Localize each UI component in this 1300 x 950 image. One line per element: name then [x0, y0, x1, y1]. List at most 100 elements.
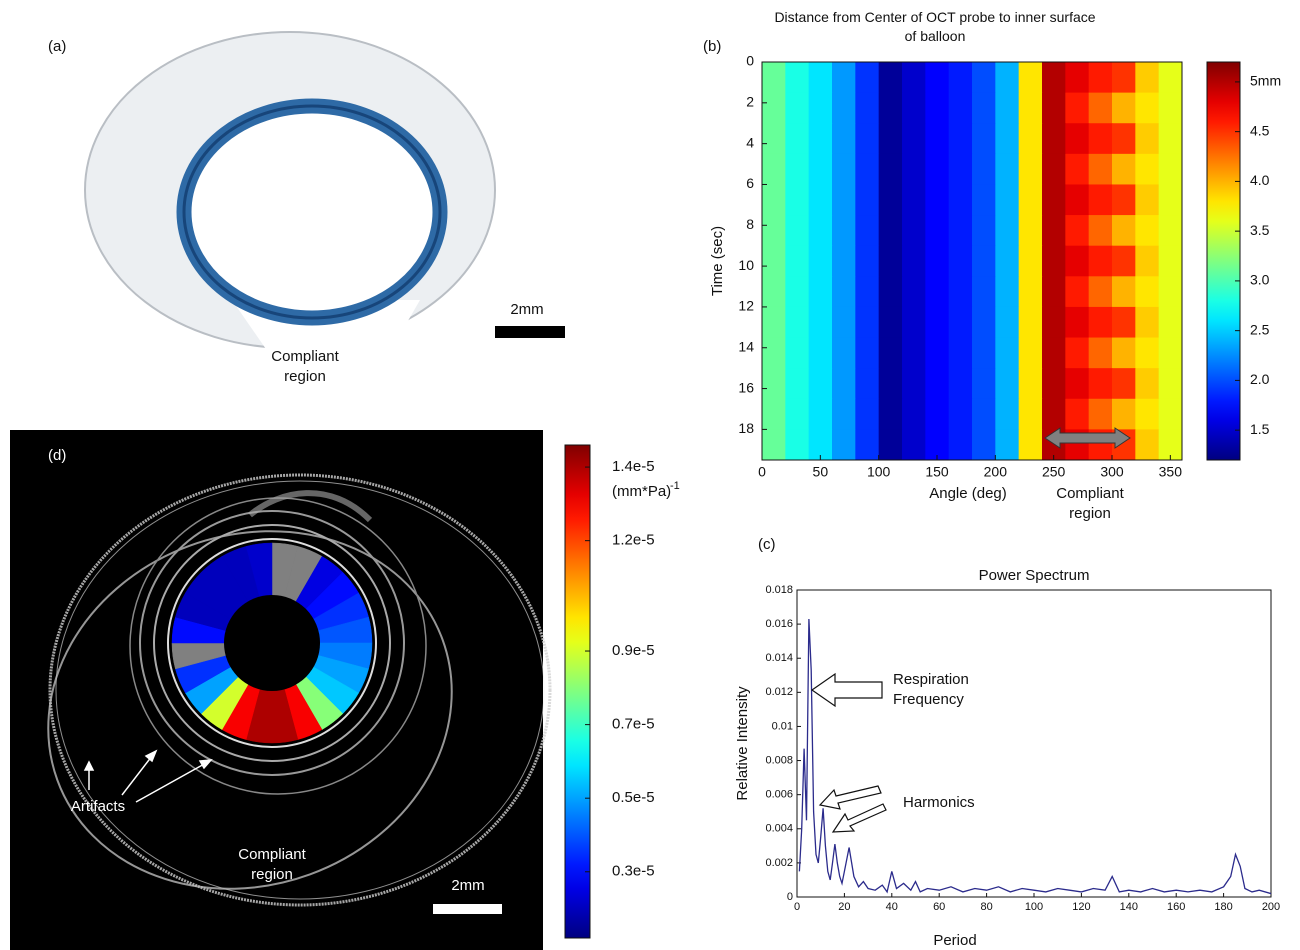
heatmap-cell	[809, 338, 833, 369]
heatmap-cell	[902, 215, 926, 246]
heatmap-cell	[1042, 123, 1066, 154]
colorbar-tick-label: 1.5	[1250, 421, 1270, 437]
heatmap-cell	[1112, 368, 1136, 399]
y-axis-label: Relative Intensity	[734, 686, 751, 801]
heatmap-cell	[1135, 246, 1159, 277]
heatmap-cell	[855, 62, 879, 93]
heatmap-cell	[1042, 62, 1066, 93]
heatmap-cell	[1112, 184, 1136, 215]
heatmap-cell	[972, 123, 996, 154]
heatmap-cell	[1135, 399, 1159, 430]
x-tick-label: 200	[1262, 901, 1280, 913]
heatmap-cell	[995, 399, 1019, 430]
heatmap-cell	[879, 368, 903, 399]
heatmap-cell	[902, 184, 926, 215]
colorbar-tick-label: 0.9e-5	[612, 642, 655, 659]
y-tick-label: 16	[738, 379, 754, 395]
heatmap-cell	[855, 307, 879, 338]
x-tick-label: 350	[1159, 464, 1183, 480]
heatmap-cell	[1112, 62, 1136, 93]
colorbar-tick-label: 0.5e-5	[612, 789, 655, 806]
heatmap-cell	[925, 246, 949, 277]
heatmap-cell	[809, 154, 833, 185]
heatmap-cell	[1159, 338, 1183, 369]
heatmap-cell	[762, 93, 786, 124]
heatmap-cell	[1019, 154, 1043, 185]
heatmap-cell	[1089, 399, 1113, 430]
heatmap-cell	[855, 368, 879, 399]
heatmap-cell	[832, 215, 856, 246]
x-tick-label: 200	[984, 464, 1008, 480]
heatmap-cell	[832, 399, 856, 430]
heatmap-cell	[1065, 154, 1089, 185]
heatmap-cell	[1065, 338, 1089, 369]
x-axis-label: Angle (deg)	[929, 485, 1007, 502]
heatmap-cell	[949, 215, 973, 246]
heatmap-cell	[995, 215, 1019, 246]
heatmap-cell	[832, 184, 856, 215]
chart-title: Power Spectrum	[979, 567, 1090, 584]
x-tick-label: 100	[1025, 901, 1043, 913]
heatmap-cell	[995, 154, 1019, 185]
heatmap-cell	[1019, 123, 1043, 154]
heatmap-cell	[1135, 276, 1159, 307]
heatmap-cell	[949, 184, 973, 215]
heatmap-cell	[1019, 93, 1043, 124]
y-axis-label: Time (sec)	[709, 226, 726, 296]
heatmap-cell	[1042, 276, 1066, 307]
heatmap-cell	[949, 429, 973, 460]
heatmap-cell	[1159, 276, 1183, 307]
heatmap-cell	[879, 62, 903, 93]
heatmap-cell	[1065, 184, 1089, 215]
y-tick-label: 10	[738, 257, 754, 273]
colorbar-tick-label: 4.0	[1250, 172, 1270, 188]
heatmap-cell	[925, 123, 949, 154]
heatmap-cell	[785, 184, 809, 215]
heatmap-cell	[762, 62, 786, 93]
x-tick-label: 180	[1214, 901, 1232, 913]
heatmap-cell	[855, 154, 879, 185]
heatmap-cell	[1135, 368, 1159, 399]
y-tick-label: 0.016	[765, 618, 793, 630]
heatmap-cell	[832, 368, 856, 399]
panel-label: (d)	[48, 447, 66, 464]
heatmap-cell	[1135, 307, 1159, 338]
heatmap-cell	[809, 184, 833, 215]
heatmap-cell	[995, 246, 1019, 277]
heatmap-cell	[1042, 399, 1066, 430]
heatmap-cell	[855, 123, 879, 154]
heatmap-cell	[785, 368, 809, 399]
heatmap-cell	[1089, 93, 1113, 124]
panel-label: (a)	[48, 38, 66, 55]
line-panel: 02040608010012014016018020000.0020.0040.…	[734, 567, 1280, 949]
x-tick-label: 300	[1100, 464, 1124, 480]
heatmap-cell	[972, 184, 996, 215]
heatmap-cell	[995, 338, 1019, 369]
heatmap-cell	[972, 276, 996, 307]
heatmap-cell	[1159, 399, 1183, 430]
heatmap-cell	[1089, 276, 1113, 307]
heatmap-cell	[762, 338, 786, 369]
heatmap-cell	[1135, 215, 1159, 246]
heatmap-cell	[1159, 154, 1183, 185]
heatmap-cell	[1065, 93, 1089, 124]
x-tick-label: 20	[838, 901, 850, 913]
heatmap-cell	[1135, 184, 1159, 215]
heatmap-cell	[1159, 246, 1183, 277]
colorbar-tick-label: 5mm	[1250, 73, 1281, 89]
heatmap-cell	[1135, 338, 1159, 369]
heatmap-cell	[995, 307, 1019, 338]
y-tick-label: 14	[738, 338, 754, 354]
heatmap-cell	[809, 399, 833, 430]
chart-title: Distance from Center of OCT probe to inn…	[770, 8, 1100, 46]
heatmap-cell	[1042, 338, 1066, 369]
heatmap-cell	[1112, 338, 1136, 369]
heatmap-cell	[925, 184, 949, 215]
heatmap-cell	[1065, 399, 1089, 430]
heatmap-cell	[925, 154, 949, 185]
heatmap-cell	[832, 338, 856, 369]
x-tick-label: 0	[794, 901, 800, 913]
heatmap-cell	[855, 276, 879, 307]
heatmap-cell	[785, 62, 809, 93]
heatmap-cell	[925, 62, 949, 93]
